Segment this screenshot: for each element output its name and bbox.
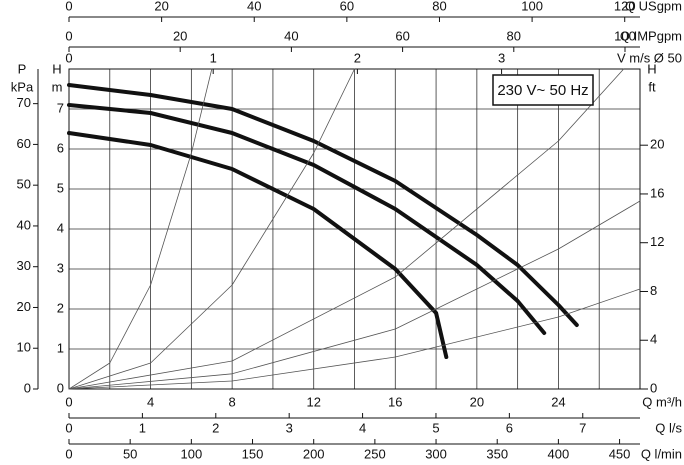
tick-label: 40: [284, 28, 298, 43]
system-curve: [68, 288, 641, 390]
tick-label: 250: [364, 446, 386, 461]
tick-label: 100: [614, 28, 636, 43]
axis-label: P: [18, 61, 27, 76]
tick-label: 0: [65, 50, 72, 65]
y-tick-label: 5: [57, 180, 64, 195]
x-tick-label: 12: [306, 394, 320, 409]
x-tick-label: 4: [147, 394, 154, 409]
y-tick-label: 7: [57, 100, 64, 115]
axis-label: V m/s Ø 50: [617, 50, 682, 65]
axis-label: Q USgpm: [625, 0, 682, 13]
tick-label: 3: [286, 420, 293, 435]
tick-label: 20: [173, 28, 187, 43]
axis-label: H: [647, 61, 656, 76]
tick-label: 50: [123, 446, 137, 461]
y-tick-label: 6: [57, 140, 64, 155]
tick-label: 4: [359, 420, 366, 435]
tick-label: 20: [650, 137, 664, 152]
system-curve: [68, 200, 641, 390]
tick-label: 60: [17, 136, 31, 151]
tick-label: 0: [24, 380, 31, 395]
tick-label: 4: [650, 332, 657, 347]
y-tick-label: 2: [57, 300, 64, 315]
y-axis-label: m: [52, 79, 63, 94]
tick-label: 20: [154, 0, 168, 13]
tick-label: 120: [614, 0, 636, 13]
system-curve: [68, 68, 355, 390]
tick-label: 300: [425, 446, 447, 461]
tick-label: 16: [650, 185, 664, 200]
tick-label: 0: [65, 0, 72, 13]
y-tick-label: 0: [57, 380, 64, 395]
tick-label: 80: [432, 0, 446, 13]
tick-label: 1: [139, 420, 146, 435]
tick-label: 12: [650, 234, 664, 249]
y-tick-label: 1: [57, 340, 64, 355]
tick-label: 40: [247, 0, 261, 13]
x-tick-label: 0: [65, 394, 72, 409]
tick-label: 2: [212, 420, 219, 435]
y-tick-label: 3: [57, 260, 64, 275]
tick-label: 200: [303, 446, 325, 461]
tick-label: 450: [609, 446, 631, 461]
tick-label: 10: [17, 340, 31, 355]
tick-label: 8: [650, 283, 657, 298]
tick-label: 0: [65, 28, 72, 43]
x-axis-label: Q m³/h: [642, 394, 682, 409]
y-axis-label: H: [52, 61, 61, 76]
x-tick-label: 24: [551, 394, 565, 409]
tick-label: 7: [579, 420, 586, 435]
axis-label: Q l/min: [641, 446, 682, 461]
system-curve: [68, 68, 213, 390]
axis-label: Q l/s: [655, 420, 682, 435]
tick-label: 100: [180, 446, 202, 461]
system-curve: [68, 68, 625, 390]
pump-curve: [67, 131, 449, 359]
tick-label: 100: [521, 0, 543, 13]
tick-label: 0: [65, 420, 72, 435]
tick-label: 60: [340, 0, 354, 13]
tick-label: 30: [17, 258, 31, 273]
tick-label: 150: [242, 446, 264, 461]
tick-label: 350: [486, 446, 508, 461]
y-tick-label: 4: [57, 220, 64, 235]
x-tick-label: 16: [388, 394, 402, 409]
tick-label: 400: [548, 446, 570, 461]
x-tick-label: 8: [229, 394, 236, 409]
tick-label: 1: [210, 50, 217, 65]
axis-label: ft: [648, 79, 656, 94]
tick-label: 50: [17, 177, 31, 192]
pump-curve: [67, 83, 579, 327]
tick-label: 0: [65, 446, 72, 461]
tick-label: 70: [17, 95, 31, 110]
axis-label: kPa: [11, 79, 34, 94]
pump-curve: [67, 103, 547, 335]
tick-label: 40: [17, 217, 31, 232]
x-tick-label: 20: [470, 394, 484, 409]
tick-label: 20: [17, 299, 31, 314]
tick-label: 2: [354, 50, 361, 65]
tick-label: 0: [650, 380, 657, 395]
tick-label: 6: [506, 420, 513, 435]
tick-label: 80: [507, 28, 521, 43]
tick-label: 3: [498, 50, 505, 65]
tick-label: 5: [432, 420, 439, 435]
axis-label: Q IMPgpm: [620, 28, 682, 43]
annotation-box: [492, 74, 594, 106]
annotation: 230 V~ 50 Hz: [497, 82, 588, 99]
tick-label: 60: [395, 28, 409, 43]
